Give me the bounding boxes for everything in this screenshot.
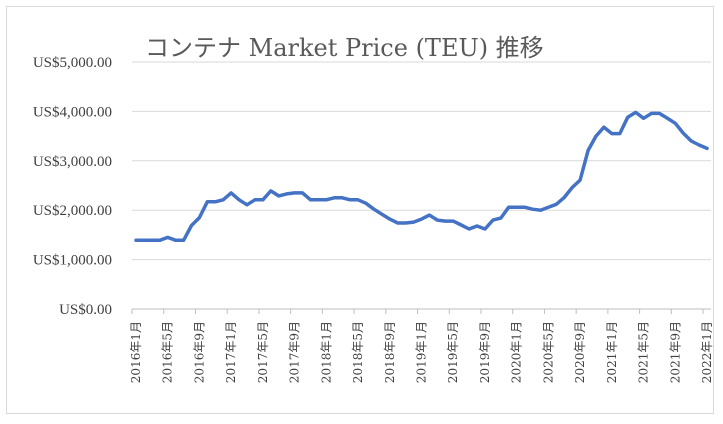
- x-tick-label: 2019年1月: [415, 321, 429, 383]
- x-tick-label: 2018年1月: [319, 321, 333, 383]
- x-tick-label: 2022年1月: [700, 321, 714, 383]
- y-tick-label: US$4,000.00: [33, 104, 112, 120]
- x-tick-label: 2020年9月: [573, 321, 587, 383]
- y-tick-label: US$1,000.00: [33, 253, 112, 269]
- y-tick-label: US$2,000.00: [33, 203, 112, 219]
- x-tick-label: 2017年9月: [288, 321, 302, 383]
- x-tick-label: 2021年5月: [637, 321, 651, 383]
- x-tick-label: 2018年9月: [383, 321, 397, 383]
- y-tick-label: US$3,000.00: [33, 154, 112, 170]
- y-tick-label: US$0.00: [59, 302, 112, 318]
- y-tick-label: US$5,000.00: [33, 55, 112, 71]
- x-tick-label: 2020年5月: [541, 321, 555, 383]
- x-tick-label: 2017年1月: [224, 321, 238, 383]
- x-tick-label: 2016年1月: [129, 321, 143, 383]
- series-line: [134, 110, 709, 243]
- x-tick-label: 2016年5月: [161, 321, 175, 383]
- x-tick-label: 2019年5月: [446, 321, 460, 383]
- x-tick-label: 2019年9月: [478, 321, 492, 383]
- x-tick-label: 2016年9月: [192, 321, 206, 383]
- x-tick-label: 2017年5月: [256, 321, 270, 383]
- x-tick-label: 2021年9月: [668, 321, 682, 383]
- chart-title: コンテナ Market Price (TEU) 推移: [145, 34, 544, 62]
- x-tick-label: 2021年1月: [605, 321, 619, 383]
- x-tick-label: 2020年1月: [510, 321, 524, 383]
- x-tick-label: 2018年5月: [351, 321, 365, 383]
